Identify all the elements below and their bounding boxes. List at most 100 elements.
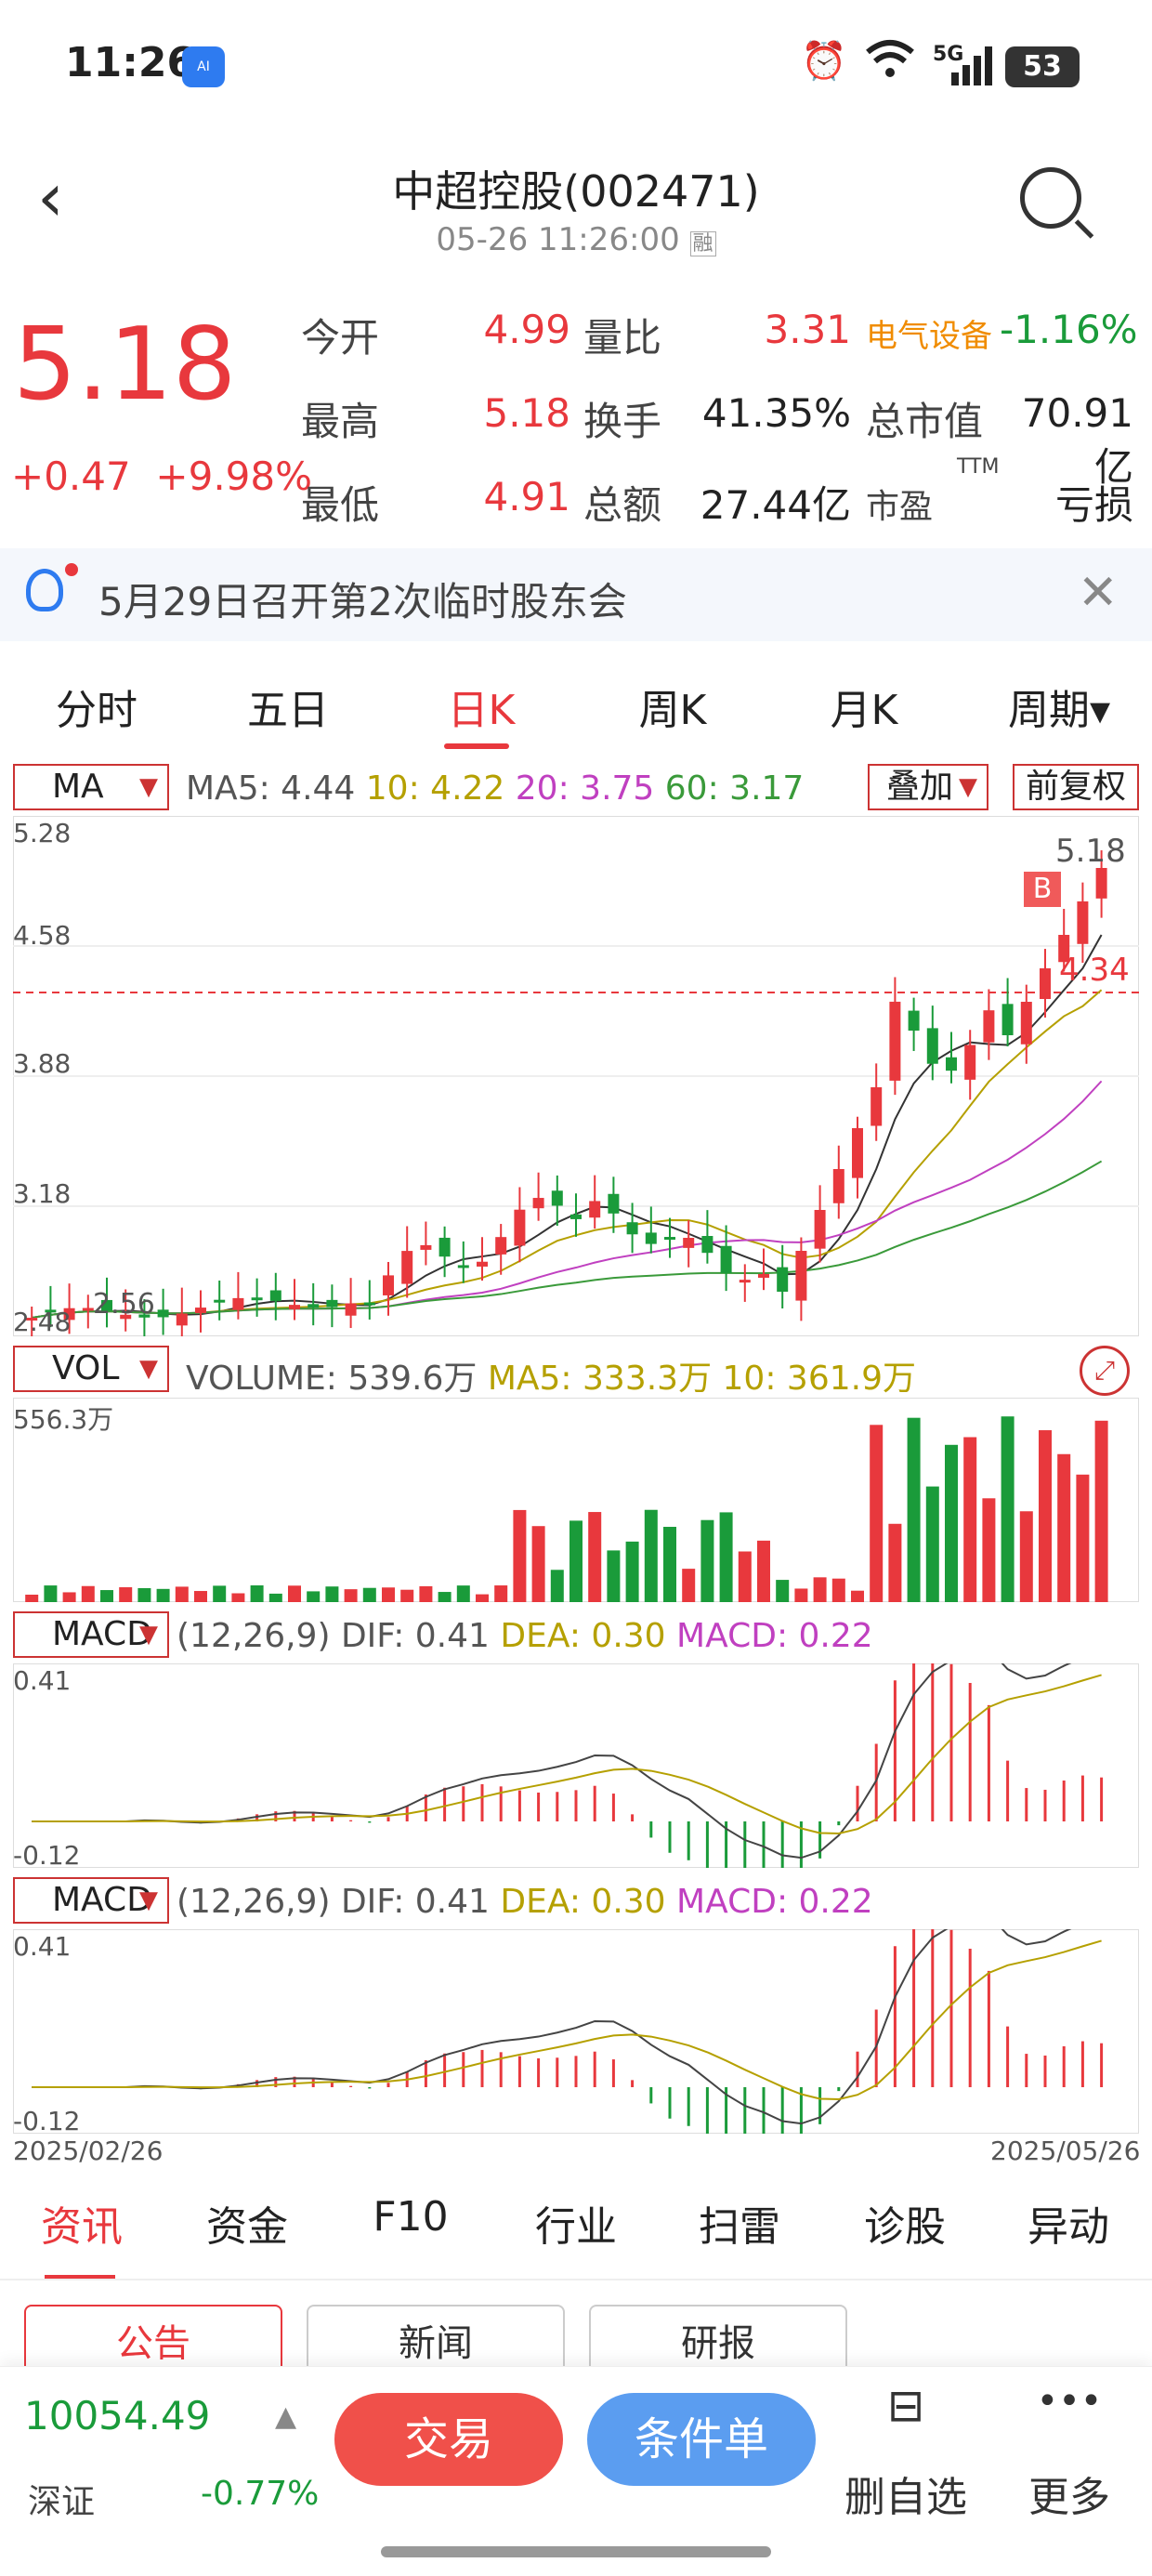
candle-body — [82, 1308, 94, 1311]
trade-button[interactable]: 交易 — [334, 2393, 563, 2486]
candle-body — [814, 1210, 826, 1249]
more-label[interactable]: 更多 — [1028, 2474, 1110, 2521]
volume-bar — [531, 1526, 545, 1602]
tab-monthly-k[interactable]: 月K — [830, 687, 898, 734]
volume-bar — [794, 1588, 808, 1602]
volume-bar — [362, 1587, 376, 1602]
indicator-select-macd-1[interactable]: MACD — [13, 1611, 169, 1658]
candle-body — [63, 1308, 75, 1321]
tab-industry[interactable]: 行业 — [535, 2203, 617, 2251]
macd-chart-1[interactable] — [13, 1663, 1139, 1868]
macd1-dea: DEA: 0.30 — [500, 1617, 666, 1655]
macd-line — [32, 1929, 1072, 2125]
adjust-button[interactable]: 前复权 — [1013, 764, 1139, 810]
close-icon[interactable]: ✕ — [1078, 565, 1119, 621]
fullscreen-icon[interactable]: ⤢ — [1080, 1346, 1130, 1396]
high-label: 最高 — [301, 399, 380, 444]
caret-up-icon[interactable]: ▲ — [275, 2400, 297, 2433]
volume-bar — [831, 1578, 845, 1602]
candle-body — [138, 1314, 151, 1318]
volume-bar — [81, 1585, 95, 1602]
tab-news[interactable]: 资讯 — [41, 2203, 123, 2251]
candle-body — [946, 1057, 957, 1071]
ma10-value: 10: 4.22 — [365, 769, 505, 808]
start-date: 2025/02/26 — [13, 2136, 164, 2166]
search-icon[interactable] — [1020, 167, 1081, 229]
volume-bar — [44, 1585, 58, 1602]
unread-dot-icon — [65, 563, 78, 576]
volume-bar — [344, 1589, 358, 1602]
tab-intraday[interactable]: 分时 — [56, 687, 137, 734]
pe-label: 市盈 — [866, 488, 934, 526]
indicator-select-macd-2[interactable]: MACD — [13, 1877, 169, 1924]
candle-body — [871, 1087, 883, 1126]
candle-body — [570, 1214, 582, 1219]
candle-body — [664, 1237, 675, 1241]
timestamp-text: 05-26 11:26:00 — [436, 221, 680, 258]
macd-line — [32, 1939, 1102, 2101]
remove-watchlist-label[interactable]: 删自选 — [844, 2474, 967, 2521]
sector-link[interactable]: 电气设备 — [866, 318, 992, 355]
tab-weekly-k[interactable]: 周K — [638, 687, 707, 734]
volume-bar — [307, 1591, 321, 1602]
candle-body — [477, 1261, 488, 1267]
volume-value: VOLUME: 539.6万 — [186, 1360, 478, 1398]
volume-chart[interactable] — [13, 1398, 1139, 1602]
indicator-select-vol[interactable]: VOL — [13, 1346, 169, 1392]
volume-bar — [963, 1437, 977, 1602]
low-value: 4.91 — [483, 474, 570, 519]
candle-body — [176, 1313, 188, 1326]
buy-marker[interactable]: B — [1024, 872, 1061, 907]
remove-watchlist-icon[interactable]: ⊟ — [886, 2380, 925, 2432]
candle-body — [439, 1237, 451, 1257]
kline-chart[interactable] — [13, 816, 1139, 1336]
candle-body — [120, 1314, 132, 1320]
indicator-select-ma[interactable]: MA — [13, 764, 169, 810]
volume-bar — [682, 1569, 696, 1602]
candle-body — [852, 1128, 863, 1178]
notice-text: 5月29日召开第2次临时股东会 — [98, 579, 627, 624]
ma-legend: MA5: 4.44 10: 4.22 20: 3.75 60: 3.17 — [186, 769, 804, 808]
tab-diagnosis[interactable]: 诊股 — [864, 2203, 946, 2251]
volume-bar — [982, 1498, 996, 1602]
condition-order-button[interactable]: 条件单 — [587, 2393, 816, 2486]
volume-ma10: 10: 361.9万 — [722, 1360, 916, 1398]
volume-ma5: MA5: 333.3万 — [487, 1360, 713, 1398]
back-chevron-icon[interactable]: ‹ — [37, 158, 64, 236]
volume-bar — [776, 1580, 790, 1602]
macd-chart-2[interactable] — [13, 1929, 1139, 2134]
volume-bar — [268, 1593, 282, 1602]
alarm-icon: ⏰ — [801, 40, 847, 83]
y-axis-label-4: 3.18 — [13, 1178, 72, 1209]
buy-price-label: 4.34 — [1059, 952, 1130, 989]
tab-risk-scan[interactable]: 扫雷 — [699, 2203, 780, 2251]
volume-bar — [250, 1585, 264, 1602]
candle-body — [101, 1299, 112, 1311]
tab-daily-k[interactable]: 日K — [447, 687, 516, 734]
volume-bar — [1076, 1474, 1090, 1602]
index-value[interactable]: 10054.49 — [24, 2393, 211, 2438]
volume-bar — [851, 1590, 864, 1602]
notice-bar[interactable]: 5月29日召开第2次临时股东会 ✕ — [0, 548, 1152, 641]
divider — [0, 2279, 1152, 2280]
tab-anomaly[interactable]: 异动 — [1028, 2203, 1109, 2251]
overlay-select[interactable]: 叠加 — [868, 764, 988, 810]
candle-body — [832, 1169, 844, 1203]
wifi-icon — [864, 39, 916, 89]
candle-body — [232, 1297, 244, 1310]
candle-body — [457, 1265, 469, 1268]
tab-period-dropdown[interactable]: 周期▾ — [1007, 687, 1111, 734]
status-time: 11:26 — [65, 39, 196, 86]
ma5-value: MA5: 4.44 — [186, 769, 356, 808]
macd1-top-label: 0.41 — [13, 1665, 72, 1696]
tab-five-day[interactable]: 五日 — [247, 687, 329, 734]
more-icon[interactable]: ••• — [1036, 2380, 1103, 2423]
tab-funds[interactable]: 资金 — [206, 2203, 288, 2251]
candle-body — [251, 1297, 263, 1301]
tab-f10[interactable]: F10 — [373, 2193, 449, 2241]
candle-body — [683, 1238, 695, 1248]
candle-body — [1058, 935, 1070, 963]
macd1-macd: MACD: 0.22 — [676, 1617, 873, 1655]
quote-timestamp: 05-26 11:26:00 融 — [0, 221, 1152, 258]
low-label: 最低 — [301, 482, 380, 528]
